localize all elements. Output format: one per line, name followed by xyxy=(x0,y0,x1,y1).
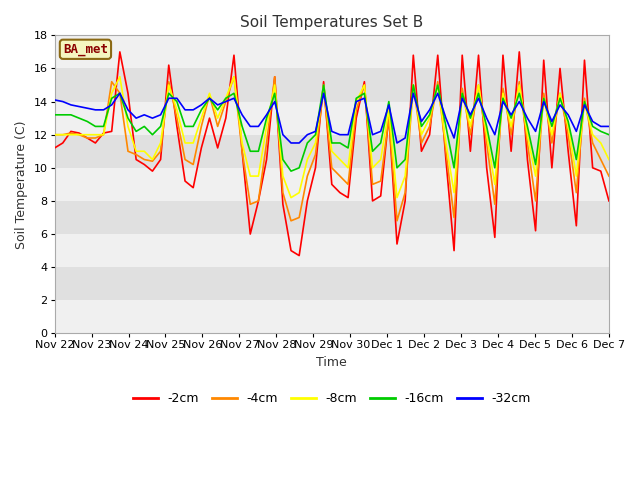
Bar xyxy=(54,201,609,234)
Text: BA_met: BA_met xyxy=(63,43,108,56)
Bar xyxy=(54,168,609,201)
Legend: -2cm, -4cm, -8cm, -16cm, -32cm: -2cm, -4cm, -8cm, -16cm, -32cm xyxy=(127,387,536,410)
Bar xyxy=(54,36,609,69)
Title: Soil Temperatures Set B: Soil Temperatures Set B xyxy=(240,15,424,30)
Bar xyxy=(54,267,609,300)
Bar xyxy=(54,69,609,102)
Y-axis label: Soil Temperature (C): Soil Temperature (C) xyxy=(15,120,28,249)
Bar xyxy=(54,102,609,135)
Bar xyxy=(54,135,609,168)
X-axis label: Time: Time xyxy=(316,356,347,369)
Bar xyxy=(54,300,609,334)
Bar xyxy=(54,234,609,267)
